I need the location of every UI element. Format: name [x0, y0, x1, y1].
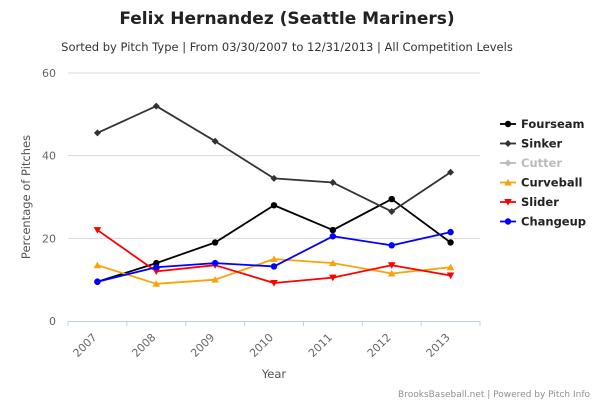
legend-marker [504, 218, 512, 225]
x-tick-label: 2010 [247, 331, 276, 360]
data-point-slider [446, 272, 455, 280]
data-point-sinker [329, 179, 337, 187]
plot-area [93, 102, 455, 287]
data-point-sinker [270, 174, 278, 182]
legend-marker [504, 120, 512, 128]
data-point-slider [93, 227, 102, 234]
data-point-changeup [447, 228, 454, 236]
data-point-fourseam [329, 226, 337, 234]
x-axis-title: Year [261, 367, 287, 381]
data-point-curveball [446, 263, 455, 271]
data-point-fourseam [388, 195, 395, 203]
data-point-slider [387, 262, 396, 269]
x-tick-label: 2007 [71, 331, 100, 360]
credits: BrooksBaseball.net | Powered by Pitch In… [398, 390, 590, 400]
data-point-sinker [152, 102, 160, 110]
data-point-sinker [447, 168, 455, 176]
y-tick-label: 0 [49, 315, 56, 328]
data-point-fourseam [447, 239, 454, 246]
legend-marker [504, 140, 512, 147]
data-point-curveball [387, 269, 396, 277]
series-changeup [94, 228, 454, 285]
grid-lines [68, 72, 480, 239]
legend-label: Curveball [521, 176, 582, 190]
series-curveball [93, 255, 455, 287]
data-point-curveball [211, 276, 219, 283]
x-tick-label: 2012 [365, 331, 394, 360]
data-point-changeup [388, 242, 395, 249]
legend-marker [504, 159, 512, 167]
legend-label: Fourseam [521, 117, 585, 131]
legend-item-sinker[interactable]: Sinker [500, 137, 563, 151]
legend-label: Cutter [521, 156, 562, 170]
chart-subtitle: Sorted by Pitch Type | From 03/30/2007 t… [61, 40, 513, 54]
legend-item-changeup[interactable]: Changeup [500, 215, 586, 229]
data-point-changeup [270, 263, 278, 270]
series-fourseam [94, 195, 454, 285]
data-point-changeup [211, 259, 219, 267]
data-point-changeup [153, 264, 160, 271]
data-point-curveball [270, 255, 278, 262]
data-point-sinker [388, 207, 396, 215]
legend-item-fourseam[interactable]: Fourseam [500, 117, 585, 131]
data-point-fourseam [211, 239, 219, 246]
x-tick-label: 2008 [129, 331, 158, 360]
x-tick-label: 2013 [424, 331, 453, 360]
y-tick-label: 20 [42, 232, 56, 245]
data-point-slider [152, 268, 161, 275]
y-axis-title: Percentage of Pitches [19, 135, 33, 259]
data-point-fourseam [270, 202, 278, 209]
series-line-sinker [97, 105, 452, 213]
data-point-slider [329, 274, 337, 282]
legend-marker [504, 199, 512, 206]
y-axis: 0 20 40 60 [42, 67, 56, 328]
data-point-sinker [211, 137, 219, 145]
data-point-curveball [329, 259, 337, 267]
y-tick-label: 40 [42, 150, 56, 163]
x-tick-label: 2011 [306, 331, 335, 360]
data-point-changeup [94, 278, 101, 285]
y-tick-label: 60 [42, 67, 56, 80]
legend-label: Sinker [521, 137, 563, 151]
legend-label: Changeup [521, 215, 586, 229]
data-point-slider [270, 279, 278, 287]
x-axis: 2007 2008 2009 2010 2011 2012 2013 [67, 321, 481, 360]
legend-item-slider[interactable]: Slider [500, 195, 559, 209]
chart-title: Felix Hernandez (Seattle Mariners) [119, 9, 454, 29]
x-tick-label: 2009 [188, 331, 217, 360]
data-point-curveball [93, 261, 102, 269]
data-point-changeup [329, 233, 337, 240]
series-sinker [93, 102, 455, 215]
legend-marker [504, 178, 512, 186]
legend: Fourseam Sinker Cutter Curveball Slider Chang… [500, 117, 586, 229]
legend-item-curveball[interactable]: Curveball [500, 176, 582, 190]
data-point-sinker [93, 129, 101, 137]
data-point-curveball [152, 280, 161, 287]
legend-item-cutter[interactable]: Cutter [500, 156, 562, 170]
legend-label: Slider [521, 195, 559, 209]
